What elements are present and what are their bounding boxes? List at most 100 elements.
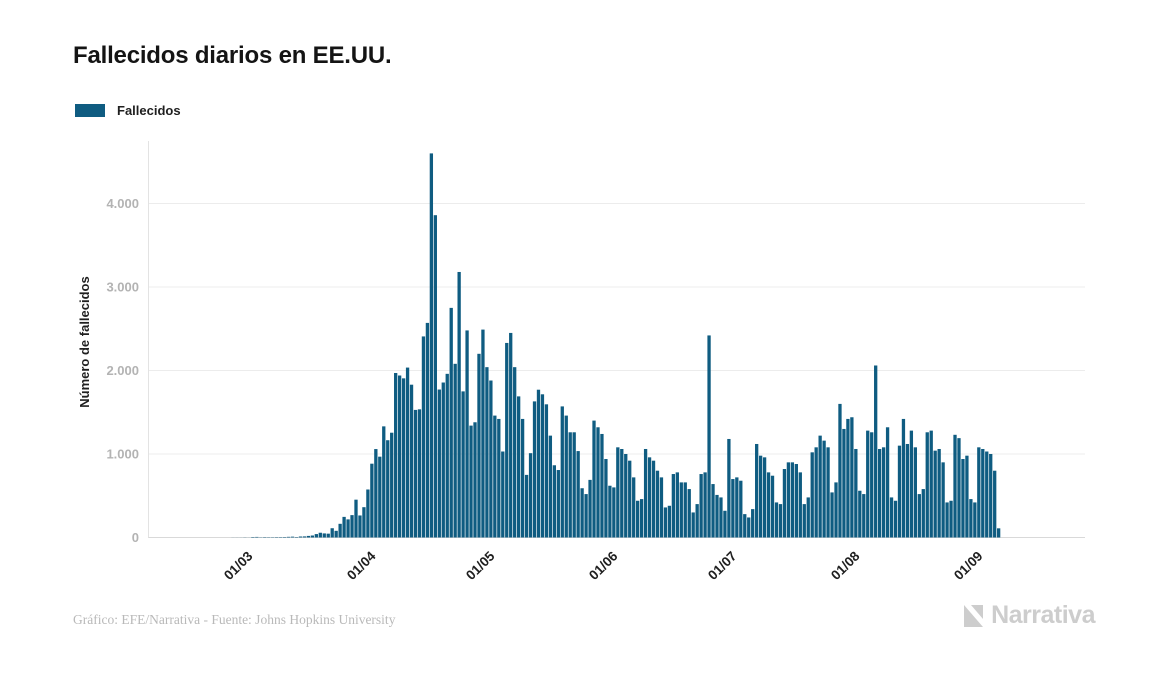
bar (445, 373, 449, 538)
bar (409, 384, 414, 538)
bar (596, 427, 600, 538)
bar (921, 489, 925, 538)
x-tick-label: 01/03 (221, 548, 256, 583)
bar (473, 422, 477, 538)
bar (457, 271, 461, 538)
bar (251, 537, 255, 538)
bar (449, 307, 453, 538)
x-tick-label: 01/05 (463, 548, 498, 583)
bar (576, 451, 580, 538)
bar (671, 474, 676, 538)
y-tick-label: 1.000 (106, 447, 139, 462)
bar (715, 494, 719, 538)
bar (282, 537, 287, 538)
bar (354, 499, 358, 538)
bar (997, 528, 1001, 538)
source-credit: Gráfico: EFE/Narrativa - Fuente: Johns H… (73, 612, 396, 627)
bar (846, 418, 850, 538)
bar (798, 472, 802, 538)
y-tick-label: 2.000 (106, 363, 139, 378)
bar (636, 500, 640, 538)
bar (374, 449, 378, 538)
bar (925, 432, 929, 538)
bar (485, 367, 489, 538)
bar (342, 516, 346, 538)
bar (909, 430, 914, 538)
bar (893, 500, 898, 538)
bar (520, 418, 525, 538)
bar (707, 335, 711, 538)
bar (290, 536, 295, 538)
x-tick-label: 01/07 (705, 548, 740, 583)
chart-title: Fallecidos diarios en EE.UU. (73, 42, 392, 69)
bar (782, 469, 787, 538)
bar (469, 425, 473, 538)
bar (981, 448, 985, 538)
bar (397, 375, 402, 538)
bar (358, 515, 362, 538)
bar (822, 440, 826, 538)
bar (877, 448, 882, 538)
bar (711, 484, 715, 538)
bar (703, 472, 707, 538)
bar (517, 396, 521, 538)
bar (830, 492, 834, 538)
bar (806, 497, 810, 538)
bar (382, 426, 386, 538)
bar (306, 535, 311, 538)
bar (255, 536, 259, 538)
bar (770, 475, 775, 538)
bar (993, 470, 997, 538)
brand-name: Narrativa (991, 601, 1095, 629)
bar (695, 504, 699, 538)
bar (318, 532, 322, 538)
bar (802, 504, 806, 538)
bar (881, 447, 886, 538)
bar (386, 440, 390, 538)
bar (747, 517, 751, 538)
y-tick-label: 3.000 (106, 280, 139, 295)
bar (608, 485, 612, 538)
bar (675, 472, 679, 538)
bar (314, 534, 318, 538)
bar (989, 454, 993, 538)
bar (727, 438, 731, 538)
bar (679, 482, 683, 538)
bar (528, 453, 533, 538)
bar (477, 353, 481, 538)
bar (866, 430, 870, 538)
bar (390, 432, 394, 538)
bar (790, 462, 795, 538)
bar (651, 460, 656, 538)
bar (818, 435, 822, 538)
bar (953, 434, 957, 538)
bar (901, 418, 906, 538)
bar (481, 329, 485, 538)
bar (298, 536, 303, 538)
bar (929, 430, 933, 538)
bar (699, 474, 703, 538)
bar (417, 409, 422, 538)
bar (786, 462, 791, 538)
bar (632, 477, 636, 538)
bar (643, 448, 648, 538)
bar (870, 432, 874, 538)
bar (739, 480, 743, 538)
bar (362, 507, 366, 538)
narrativa-icon (964, 604, 984, 627)
bar (568, 432, 572, 538)
bar (973, 502, 977, 538)
bar (838, 403, 842, 538)
bar (850, 417, 854, 538)
bar (743, 514, 747, 538)
bar (885, 427, 890, 538)
bar (647, 457, 652, 538)
bar (453, 363, 457, 538)
bar (842, 428, 846, 538)
x-tick-label: 01/09 (951, 548, 986, 583)
bar (683, 482, 687, 538)
bar (465, 330, 469, 538)
bar (592, 420, 596, 538)
bar (985, 451, 989, 538)
bar (532, 401, 537, 538)
